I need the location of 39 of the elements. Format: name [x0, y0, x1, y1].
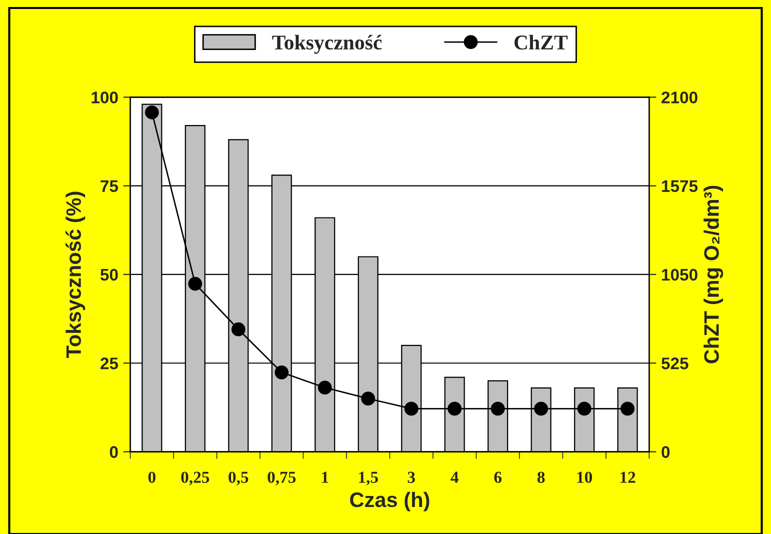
point [144, 105, 159, 120]
point [274, 365, 289, 380]
x-tick-label: 4 [450, 472, 458, 483]
x-tick-label: 0 [148, 472, 156, 483]
point [620, 402, 635, 416]
x-axis-title: Czas (h) [350, 492, 430, 512]
y2-tick-label: 525 [662, 358, 688, 370]
y-axis-title: Toksyczność (%) [66, 192, 86, 358]
x-tick-label: 8 [537, 472, 545, 483]
point [318, 380, 332, 395]
point [231, 322, 246, 336]
point [188, 276, 202, 291]
y2-tick-label: 2100 [662, 92, 698, 104]
x-tick-label: 6 [494, 472, 502, 483]
x-tick-label: 1,5 [359, 472, 378, 486]
point [404, 402, 418, 416]
y-tick-label: 0 [110, 446, 118, 458]
y-tick-label: 100 [92, 92, 118, 104]
y2-tick-label: 1050 [662, 268, 698, 281]
point [534, 402, 548, 416]
x-tick-label: 0,75 [268, 472, 296, 486]
y2-tick-label: 0 [662, 446, 670, 458]
x-tick-label: 12 [620, 472, 636, 483]
x-tick-label: 1 [322, 472, 328, 483]
point [490, 402, 505, 416]
legend-label: ChZT [514, 34, 568, 50]
y-tick-label: 50 [100, 268, 118, 281]
legend-label: Toksyczność [272, 34, 382, 54]
y2-axis-title: ChZT (mg O₂/dm³) [704, 186, 724, 364]
x-tick-label: 3 [408, 472, 415, 483]
y-tick-label: 25 [100, 358, 118, 370]
x-tick-label: 0,25 [181, 472, 210, 486]
point [577, 402, 592, 416]
point [448, 402, 462, 416]
point [361, 392, 376, 406]
x-tick-label: 0,5 [228, 472, 248, 486]
x-tick-label: 10 [577, 472, 592, 483]
y2-tick-label: 1575 [662, 180, 698, 192]
y-tick-label: 75 [100, 180, 118, 192]
